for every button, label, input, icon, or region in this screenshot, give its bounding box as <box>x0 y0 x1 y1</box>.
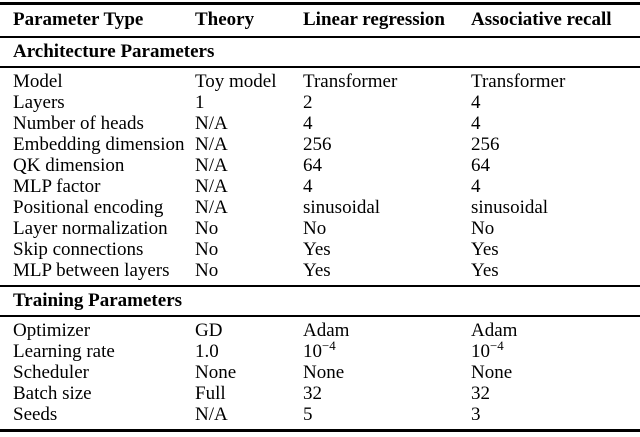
param-value-cell: 4 <box>471 176 481 197</box>
param-value-cell: None <box>195 362 237 383</box>
superscript-exponent: −4 <box>490 337 504 353</box>
column-header-associative-recall: Associative recall <box>471 9 612 30</box>
table-row: Scheduler None None None <box>0 362 640 383</box>
param-value-cell: 4 <box>471 92 481 113</box>
param-value-cell: 10−4 <box>471 337 504 362</box>
param-value-cell: sinusoidal <box>303 197 381 218</box>
param-value-cell: Yes <box>303 239 331 260</box>
param-name-cell: Skip connections <box>13 239 144 260</box>
table-header: Parameter Type Theory Linear regression … <box>0 3 640 37</box>
section-header-row: Training Parameters <box>0 286 640 316</box>
param-value-cell: None <box>303 362 345 383</box>
param-name-cell: Model <box>13 71 63 92</box>
table-row: Seeds N/A 5 3 <box>0 404 640 431</box>
param-value-cell: Toy model <box>195 71 277 92</box>
table-row: Optimizer GD Adam Adam <box>0 316 640 341</box>
param-name-cell: Positional encoding <box>13 197 164 218</box>
param-value-cell: 256 <box>471 134 500 155</box>
param-value-cell: Adam <box>471 320 518 341</box>
param-value-cell: 10−4 <box>303 337 336 362</box>
table-row: Model Toy model Transformer Transformer <box>0 67 640 92</box>
table-row: Embedding dimension N/A 256 256 <box>0 134 640 155</box>
param-value-cell: Full <box>195 383 226 404</box>
param-name-cell: Layer normalization <box>13 218 168 239</box>
table-row: Layer normalization No No No <box>0 218 640 239</box>
param-value-cell: 4 <box>303 113 313 134</box>
table-row: Learning rate 1.0 10−4 10−4 <box>0 337 640 362</box>
param-value-cell: Transformer <box>303 71 398 92</box>
table-row: Skip connections No Yes Yes <box>0 239 640 260</box>
param-value-cell: Yes <box>303 260 331 281</box>
table-row: QK dimension N/A 64 64 <box>0 155 640 176</box>
param-value-cell: 4 <box>303 176 313 197</box>
param-value-cell: 64 <box>303 155 322 176</box>
table-row: MLP factor N/A 4 4 <box>0 176 640 197</box>
superscript-exponent: −4 <box>322 337 336 353</box>
column-header-theory: Theory <box>195 9 255 30</box>
param-value-cell: No <box>195 260 219 281</box>
param-value-cell: N/A <box>195 155 228 176</box>
param-name-cell: QK dimension <box>13 155 125 176</box>
param-value-cell: No <box>195 218 219 239</box>
param-value-cell: Yes <box>471 260 499 281</box>
param-value-cell: Yes <box>471 239 499 260</box>
table-row: MLP between layers No Yes Yes <box>0 260 640 286</box>
param-name-cell: Seeds <box>13 404 58 425</box>
table-row: Batch size Full 32 32 <box>0 383 640 404</box>
param-value-cell: Adam <box>303 320 350 341</box>
section-title: Training Parameters <box>13 290 183 311</box>
param-name-cell: Batch size <box>13 383 92 404</box>
param-value-cell: 32 <box>471 383 490 404</box>
param-name-cell: MLP between layers <box>13 260 170 281</box>
param-name-cell: Layers <box>13 92 65 113</box>
param-value-cell: 256 <box>303 134 332 155</box>
section-title: Architecture Parameters <box>13 41 215 62</box>
param-name-cell: Number of heads <box>13 113 144 134</box>
param-value-cell: N/A <box>195 197 228 218</box>
param-value-cell: 1 <box>195 92 205 113</box>
param-value-cell: 5 <box>303 404 313 425</box>
param-value-cell: N/A <box>195 176 228 197</box>
param-value-cell: 2 <box>303 92 313 113</box>
column-header-parameter-type: Parameter Type <box>13 9 144 30</box>
param-value-cell: Transformer <box>471 71 566 92</box>
header-row: Parameter Type Theory Linear regression … <box>0 3 640 37</box>
table-body: Architecture Parameters Model Toy model Tra… <box>0 37 640 431</box>
param-value-cell: None <box>471 362 513 383</box>
param-name-cell: Scheduler <box>13 362 89 383</box>
param-name-cell: Learning rate <box>13 341 115 362</box>
param-value-cell: No <box>471 218 495 239</box>
param-value-cell: 1.0 <box>195 341 219 362</box>
section-header-row: Architecture Parameters <box>0 37 640 67</box>
param-name-cell: Optimizer <box>13 320 91 341</box>
param-value-cell: No <box>195 239 219 260</box>
param-name-cell: Embedding dimension <box>13 134 185 155</box>
param-value-cell: 3 <box>471 404 481 425</box>
param-value-cell: 4 <box>471 113 481 134</box>
table-row: Positional encoding N/A sinusoidal sinusoid… <box>0 197 640 218</box>
param-value-cell: sinusoidal <box>471 197 549 218</box>
param-value-cell: GD <box>195 320 223 341</box>
param-value-cell: N/A <box>195 134 228 155</box>
param-value-cell: 32 <box>303 383 322 404</box>
table-row: Number of heads N/A 4 4 <box>0 113 640 134</box>
param-value-cell: No <box>303 218 327 239</box>
param-value-cell: N/A <box>195 404 228 425</box>
column-header-linear-regression: Linear regression <box>303 9 445 30</box>
param-name-cell: MLP factor <box>13 176 101 197</box>
table-row: Layers 1 2 4 <box>0 92 640 113</box>
param-value-cell: N/A <box>195 113 228 134</box>
param-value-cell: 64 <box>471 155 490 176</box>
